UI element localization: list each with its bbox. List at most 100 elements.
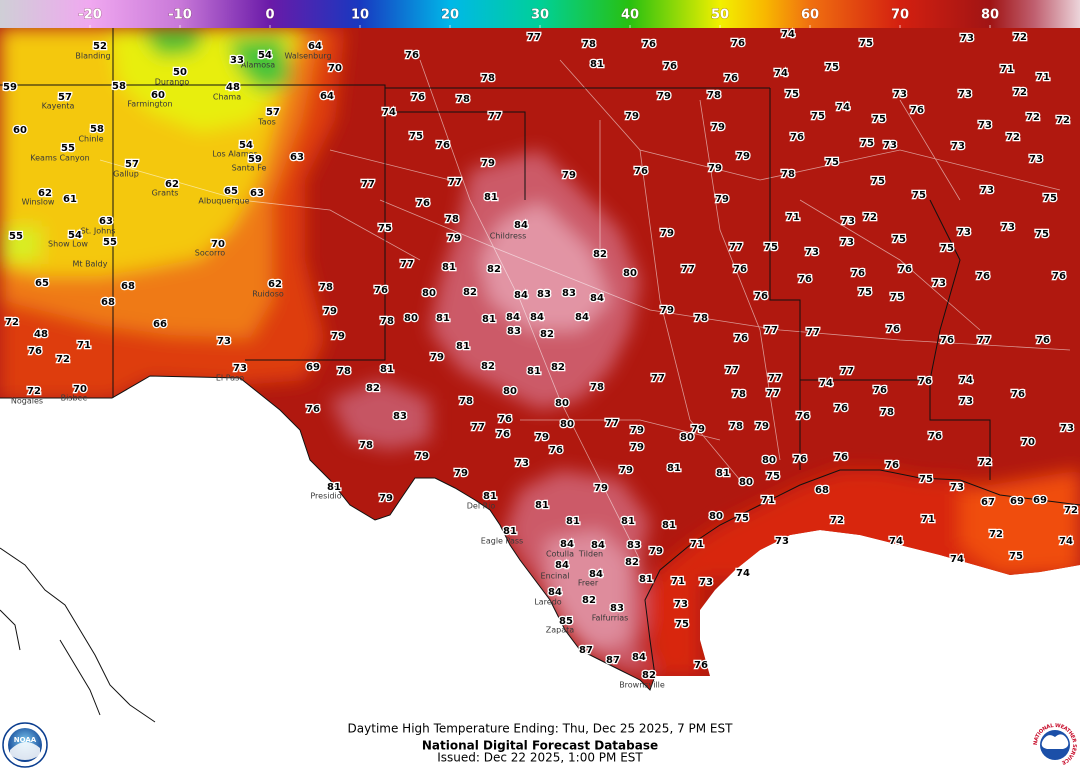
temperature-label: 81 [380, 364, 394, 375]
temperature-label: 57 [125, 159, 139, 170]
temperature-label: 77 [471, 422, 485, 433]
temperature-label: 63 [250, 188, 264, 199]
temperature-label: 74 [959, 375, 973, 386]
temperature-label: 78 [337, 366, 351, 377]
temperature-label: 82 [593, 249, 607, 260]
temperature-label: 74 [774, 68, 788, 79]
temperature-label: 79 [715, 194, 729, 205]
temperature-label: 77 [806, 327, 820, 338]
temperature-label: 54 [258, 50, 272, 61]
temperature-label: 83 [562, 288, 576, 299]
temperature-label: 79 [430, 352, 444, 363]
temperature-label: 76 [928, 431, 942, 442]
temperature-label: 81 [442, 262, 456, 273]
temperature-label: 63 [99, 216, 113, 227]
color-scale-label: 70 [891, 8, 909, 23]
temperature-label: 77 [840, 366, 854, 377]
place-name: Del Rio [467, 502, 496, 511]
temperature-label: 68 [121, 281, 135, 292]
temperature-label: 54 [68, 230, 82, 241]
nws-logo: NATIONAL WEATHER SERVICE [1031, 721, 1079, 769]
temperature-label: 74 [382, 107, 396, 118]
temperature-label: 60 [151, 90, 165, 101]
temperature-label: 75 [1043, 193, 1057, 204]
temperature-label: 81 [566, 516, 580, 527]
temperature-label: 81 [456, 341, 470, 352]
temperature-label: 84 [632, 652, 646, 663]
temperature-label: 78 [880, 407, 894, 418]
temperature-label: 79 [657, 91, 671, 102]
temperature-label: 69 [1033, 495, 1047, 506]
temperature-label: 77 [400, 259, 414, 270]
temperature-label: 74 [950, 554, 964, 565]
temperature-label: 82 [366, 383, 380, 394]
temperature-label: 66 [153, 319, 167, 330]
temperature-label: 76 [798, 274, 812, 285]
temperature-label: 71 [1000, 64, 1014, 75]
temperature-label: 72 [989, 529, 1003, 540]
place-name: Grants [152, 189, 179, 198]
temperature-label: 81 [667, 463, 681, 474]
temperature-label: 76 [793, 454, 807, 465]
temperature-label: 72 [1013, 32, 1027, 43]
temperature-label: 76 [28, 346, 42, 357]
noaa-logo: NOAA [2, 722, 48, 768]
temperature-label: 50 [173, 67, 187, 78]
temperature-label: 84 [548, 587, 562, 598]
temperature-label: 73 [805, 247, 819, 258]
temperature-label: 74 [736, 568, 750, 579]
temperature-label: 73 [699, 577, 713, 588]
temperature-label: 75 [811, 111, 825, 122]
temperature-label: 82 [481, 361, 495, 372]
temperature-label: 84 [589, 569, 603, 580]
color-scale-label: -20 [78, 8, 102, 23]
temperature-label: 79 [535, 432, 549, 443]
temperature-label: 72 [1006, 132, 1020, 143]
map-title: Daytime High Temperature Ending: Thu, De… [348, 722, 734, 736]
temperature-label: 77 [488, 111, 502, 122]
temperature-label: 73 [841, 216, 855, 227]
color-scale [0, 0, 1080, 28]
place-name: Falfurrias [592, 614, 629, 623]
temperature-label: 69 [1010, 496, 1024, 507]
temperature-label: 67 [981, 497, 995, 508]
temperature-label: 78 [359, 440, 373, 451]
temperature-label: 76 [549, 445, 563, 456]
place-name: Zapata [546, 626, 575, 635]
temperature-label: 58 [90, 124, 104, 135]
temperature-label: 78 [456, 94, 470, 105]
temperature-label: 72 [1064, 505, 1078, 516]
temperature-label: 73 [960, 33, 974, 44]
temperature-label: 76 [724, 73, 738, 84]
place-name: Mt Baldy [72, 260, 107, 269]
temperature-label: 79 [649, 546, 663, 557]
temperature-label: 75 [859, 38, 873, 49]
temperature-label: 78 [694, 313, 708, 324]
color-scale-ticks: -20 -10 0 10 20 30 40 50 60 70 80 [78, 7, 1000, 28]
temperature-label: 80 [762, 455, 776, 466]
temperature-label: 73 [883, 140, 897, 151]
temperature-label: 75 [785, 89, 799, 100]
temperature-label: 73 [958, 89, 972, 100]
temperature-label: 85 [559, 616, 573, 627]
temperature-label: 76 [886, 324, 900, 335]
temperature-label: 83 [627, 540, 641, 551]
place-name: Show Low [48, 240, 88, 249]
temperature-label: 55 [61, 143, 75, 154]
temperature-label: 76 [1052, 271, 1066, 282]
temperature-label: 73 [674, 599, 688, 610]
temperature-label: 75 [1035, 229, 1049, 240]
temperature-label: 79 [323, 306, 337, 317]
temperature-label: 79 [481, 158, 495, 169]
temperature-label: 80 [404, 313, 418, 324]
temperature-label: 79 [708, 163, 722, 174]
temperature-label: 74 [781, 29, 795, 40]
temperature-label: 76 [416, 198, 430, 209]
temperature-label: 81 [590, 59, 604, 70]
temperature-label: 75 [919, 474, 933, 485]
color-scale-label: 0 [265, 8, 274, 23]
temperature-label: 73 [840, 237, 854, 248]
temperature-label: 76 [436, 140, 450, 151]
temperature-label: 73 [217, 336, 231, 347]
temperature-label: 62 [38, 188, 52, 199]
